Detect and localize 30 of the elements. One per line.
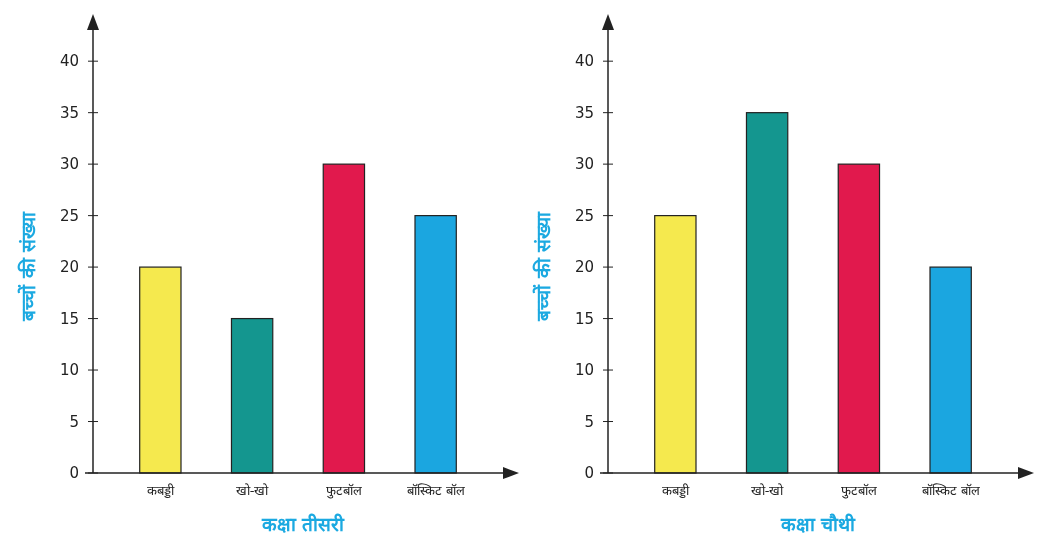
y-tick-label: 5 [584, 412, 594, 431]
y-tick-label: 0 [584, 464, 594, 483]
y-tick-label: 5 [69, 412, 79, 431]
y-tick-label: 0 [69, 464, 79, 483]
x-tick-label: खो-खो [235, 483, 270, 498]
y-tick-label: 30 [574, 155, 594, 174]
x-tick-label: फुटबॉल [840, 483, 877, 499]
y-tick-label: 40 [574, 52, 594, 71]
x-tick-label: खो-खो [750, 483, 785, 498]
x-axis-title: कक्षा चौथी [779, 513, 857, 535]
y-tick-label: 25 [59, 206, 79, 225]
y-tick-label: 35 [59, 103, 79, 122]
x-tick-label: फुटबॉल [325, 483, 362, 499]
y-tick-label: 20 [574, 258, 594, 277]
x-tick-label: बॉस्किट बॉल [921, 483, 980, 498]
y-tick-label: 15 [574, 309, 594, 328]
y-axis-title: बच्चों की संख्या [532, 210, 554, 323]
y-axis-title: बच्चों की संख्या [17, 210, 39, 323]
y-tick-label: 40 [59, 52, 79, 71]
y-tick-label: 20 [59, 258, 79, 277]
y-tick-label: 10 [574, 361, 594, 380]
x-tick-label: कबड्डी [146, 483, 175, 499]
y-tick-label: 10 [59, 361, 79, 380]
x-tick-label: कबड्डी [661, 483, 690, 499]
x-tick-label: बॉस्किट बॉल [406, 483, 465, 498]
x-axis-title: कक्षा तीसरी [260, 513, 346, 535]
y-tick-label: 35 [574, 103, 594, 122]
y-tick-label: 25 [574, 206, 594, 225]
y-tick-label: 30 [59, 155, 79, 174]
y-tick-label: 15 [59, 309, 79, 328]
